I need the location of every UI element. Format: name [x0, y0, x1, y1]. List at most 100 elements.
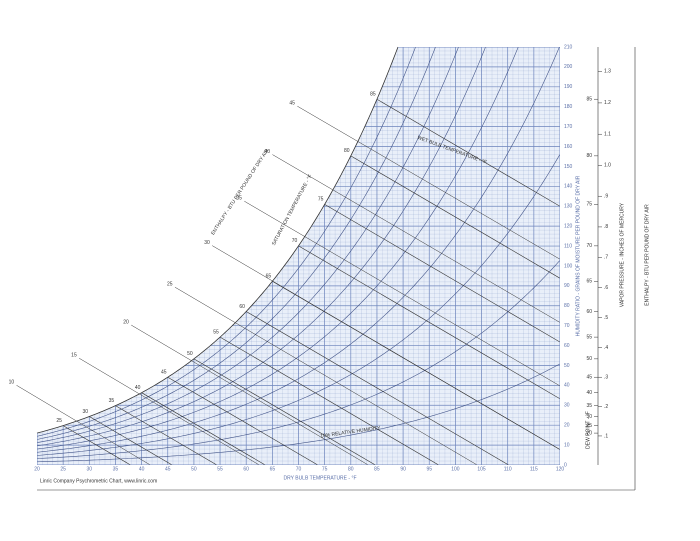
- y-tick-label: 180: [564, 104, 573, 110]
- x-tick-label: 120: [556, 466, 565, 472]
- x-tick-label: 70: [296, 466, 302, 472]
- rh-curve: [37, 47, 560, 453]
- enthalpy-tick-label: 45: [289, 101, 295, 107]
- enthalpy-tick-label: 20: [123, 319, 129, 325]
- saturation-label: 35: [109, 398, 115, 404]
- y-tick-label: 40: [564, 383, 570, 389]
- x-tick-label: 30: [87, 466, 93, 472]
- dew-point-label: 55: [586, 334, 592, 340]
- enthalpy-extension: [174, 286, 236, 323]
- y-tick-label: 100: [564, 263, 573, 269]
- y-tick-label: 150: [564, 164, 573, 170]
- x-tick-label: 40: [139, 466, 145, 472]
- y-tick-label: 0: [564, 462, 567, 468]
- enthalpy-extension: [131, 324, 192, 361]
- wet-bulb-line: [219, 336, 439, 465]
- wet-bulb-line: [115, 405, 218, 465]
- saturation-label: 50: [187, 351, 193, 357]
- saturation-label: 40: [135, 385, 141, 391]
- enthalpy-tick-label: 10: [9, 380, 15, 386]
- vapor-pressure-title: VAPOR PRESSURE - INCHES OF MERCURY: [619, 202, 625, 307]
- saturation-label: 55: [213, 329, 219, 335]
- x-tick-label: 95: [426, 466, 432, 472]
- saturation-label: 30: [83, 409, 89, 415]
- rh-curve: [37, 154, 560, 456]
- x-tick-label: 115: [530, 466, 538, 472]
- enthalpy-line: [191, 360, 369, 465]
- enthalpy-tick-label: 15: [71, 352, 77, 358]
- enthalpy-tick-label: 40: [264, 149, 270, 155]
- enthalpy-extension: [297, 105, 358, 142]
- footnote: Linric Company Psychrometric Chart, www.…: [40, 478, 157, 484]
- y-tick-label: 50: [564, 363, 570, 369]
- x-tick-label: 20: [34, 466, 40, 472]
- x-tick-label: 75: [322, 466, 328, 472]
- saturation-curve: [36, 46, 399, 434]
- vapor-pressure-label: 1.0: [604, 163, 611, 169]
- x-tick-label: 80: [348, 466, 354, 472]
- enthalpy-tick-label: 25: [167, 281, 173, 287]
- vapor-pressure-label: 1.1: [604, 132, 611, 138]
- dew-point-label: 25: [586, 423, 592, 429]
- vapor-pressure-label: .1: [604, 433, 608, 439]
- vapor-pressure-label: 1.2: [604, 100, 611, 106]
- dew-point-label: 80: [586, 153, 592, 159]
- y-axis-title: HUMIDITY RATIO - GRAINS OF MOISTURE PER …: [575, 175, 581, 336]
- y-tick-label: 30: [564, 403, 570, 409]
- rh-curve: [37, 47, 560, 440]
- x-tick-label: 85: [374, 466, 380, 472]
- enthalpy-extension: [16, 385, 77, 422]
- vapor-pressure-label: .8: [604, 224, 608, 230]
- y-tick-label: 160: [564, 144, 573, 150]
- vapor-pressure-label: .3: [604, 375, 608, 381]
- enthalpy-extension: [212, 245, 273, 282]
- dew-point-label: 30: [586, 414, 592, 420]
- vapor-pressure-label: 1.3: [604, 69, 611, 75]
- wet-bulb-line: [62, 425, 131, 465]
- x-tick-label: 110: [504, 466, 512, 472]
- dew-point-label: 70: [586, 243, 592, 249]
- dew-point-label: 20: [586, 430, 592, 436]
- x-tick-label: 50: [191, 466, 197, 472]
- x-tick-label: 55: [217, 466, 223, 472]
- dew-point-title: DEW POINT - °F: [585, 411, 591, 449]
- dew-point-label: 35: [586, 403, 592, 409]
- enthalpy-line: [139, 393, 260, 465]
- enthalpy-line: [272, 280, 560, 465]
- y-tick-label: 200: [564, 64, 573, 70]
- wet-bulb-line: [246, 311, 509, 465]
- x-tick-label: 35: [113, 466, 119, 472]
- rh-curve: [37, 47, 560, 443]
- x-axis-title: DRY BULB TEMPERATURE - °F: [283, 475, 356, 481]
- saturation-label: 85: [370, 92, 376, 98]
- y-tick-label: 90: [564, 283, 570, 289]
- wet-bulb-line: [141, 392, 266, 465]
- wet-bulb-line: [89, 416, 173, 465]
- vapor-pressure-label: .4: [604, 345, 608, 351]
- enthalpy-tick-label: 30: [204, 240, 210, 246]
- rh-curve: [37, 363, 560, 463]
- y-tick-label: 10: [564, 442, 570, 448]
- enthalpy-extension: [79, 357, 140, 395]
- y-tick-label: 60: [564, 343, 570, 349]
- y-tick-label: 20: [564, 423, 570, 429]
- y-tick-label: 70: [564, 323, 570, 329]
- saturation-label: 25: [56, 418, 62, 424]
- dew-point-label: 65: [586, 279, 592, 285]
- wet-bulb-line: [324, 204, 560, 465]
- vapor-pressure-label: .7: [604, 255, 608, 261]
- saturation-label: 45: [161, 370, 167, 376]
- y-tick-label: 190: [564, 84, 573, 90]
- x-tick-label: 60: [243, 466, 249, 472]
- enthalpy-line: [332, 189, 560, 465]
- x-tick-label: 45: [165, 466, 171, 472]
- rh-curve: [37, 47, 560, 447]
- right-enthalpy-title: ENTHALPY - BTU PER POUND OF DRY AIR: [644, 204, 650, 306]
- enthalpy-tick-label: 35: [236, 195, 242, 201]
- vapor-pressure-label: .5: [604, 315, 608, 321]
- wet-bulb-line: [193, 358, 376, 465]
- x-tick-label: 90: [400, 466, 406, 472]
- y-tick-label: 210: [564, 44, 573, 50]
- rh-curve: [37, 260, 560, 459]
